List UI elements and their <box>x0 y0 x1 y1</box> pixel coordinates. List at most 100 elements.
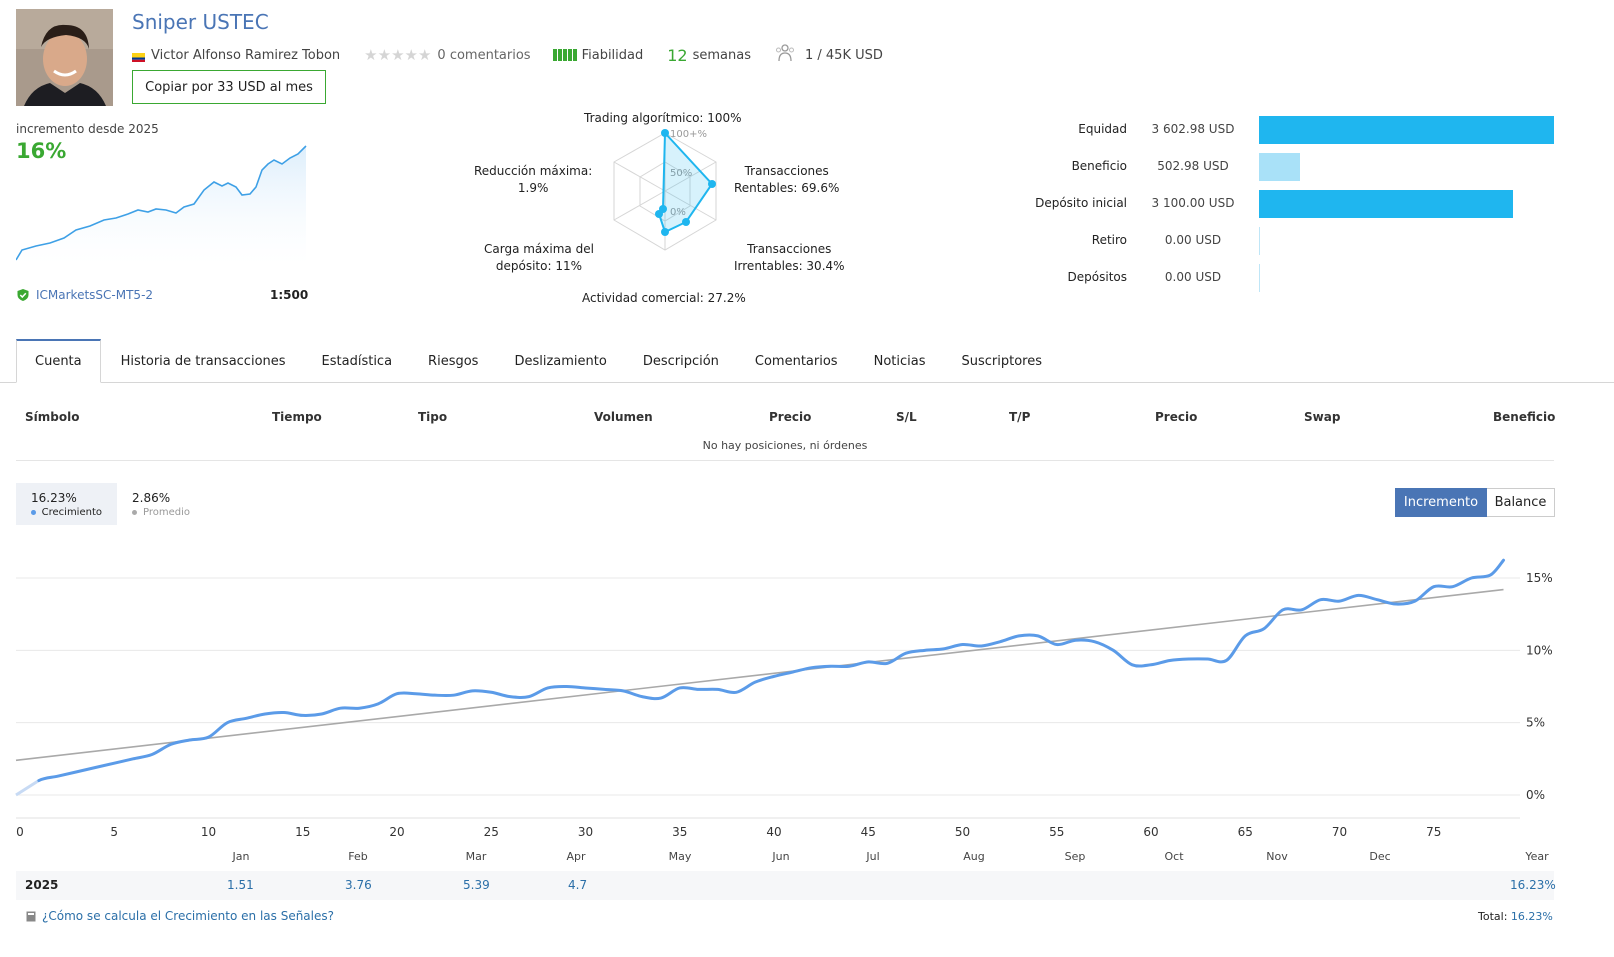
column-header-volume[interactable]: Volumen <box>594 410 653 424</box>
y-tick-label: 10% <box>1526 643 1553 657</box>
month-value-jan[interactable]: 1.51 <box>227 878 254 892</box>
radar-label-algo-trading: Trading algorítmico: 100% <box>584 111 742 125</box>
x-tick-label: 55 <box>1049 825 1064 839</box>
radar-label-max-drawdown: Reducción máxima: 1.9% <box>474 164 593 195</box>
weeks-label: semanas <box>692 47 751 63</box>
finance-label-equity: Equidad <box>1078 122 1127 136</box>
tab-news[interactable]: Noticias <box>873 353 926 369</box>
month-label: Aug <box>963 850 984 863</box>
finance-bar-initial-deposit <box>1259 190 1513 218</box>
growth-value: 16% <box>16 139 67 163</box>
radar-axis-100: 100+% <box>670 129 707 140</box>
column-header-tp[interactable]: T/P <box>1009 410 1031 424</box>
growth-dot-icon <box>31 510 36 515</box>
radar-axis-50: 50% <box>670 168 692 179</box>
month-value-mar[interactable]: 5.39 <box>463 878 490 892</box>
column-header-profit[interactable]: Beneficio <box>1493 410 1556 424</box>
finance-label-profit: Beneficio <box>1071 159 1127 173</box>
x-tick-label: 20 <box>389 825 404 839</box>
column-header-price-open[interactable]: Precio <box>769 410 812 424</box>
x-tick-label: 50 <box>955 825 970 839</box>
weeks-count: 12 <box>667 45 688 65</box>
radar-point-algo <box>661 129 669 137</box>
month-label: Jun <box>771 850 789 863</box>
column-header-sl[interactable]: S/L <box>896 410 917 424</box>
tab-account[interactable]: Cuenta <box>16 339 101 383</box>
month-value-feb[interactable]: 3.76 <box>345 878 372 892</box>
finance-label-withdrawal: Retiro <box>1091 233 1127 247</box>
toggle-growth-button[interactable]: Incremento <box>1395 488 1487 517</box>
finance-value-initial-deposit: 3 100.00 USD <box>1151 196 1235 210</box>
tab-statistics[interactable]: Estadística <box>321 353 393 369</box>
growth-line-chart: 15% 10% 5% 0% 0 5 10 15 20 25 30 35 40 45 50 55 60 65 70 75… <box>15 558 1553 863</box>
rating-stars-icon: ★★★★★ <box>364 46 432 64</box>
tab-slippage[interactable]: Deslizamiento <box>514 353 607 369</box>
radar-label-activity: Actividad comercial: 27.2% <box>582 291 746 305</box>
x-tick-label: 10 <box>201 825 216 839</box>
month-label: Apr <box>566 850 586 863</box>
series-pill-average[interactable]: 2.86% Promedio <box>117 483 207 525</box>
month-label: Feb <box>348 850 367 863</box>
column-header-time[interactable]: Tiempo <box>272 410 322 424</box>
broker-name[interactable]: ICMarketsSC-MT5-2 <box>36 288 154 302</box>
radar-point-activity <box>661 228 669 236</box>
author-avatar[interactable] <box>16 9 113 106</box>
x-tick-label: 45 <box>861 825 876 839</box>
growth-since-label: incremento desde 2025 <box>16 122 159 136</box>
tab-subscribers[interactable]: Suscriptores <box>961 353 1042 369</box>
average-line <box>15 588 1504 762</box>
chart-mode-toggle: Incremento Balance <box>1395 488 1555 517</box>
no-positions-message: No hay posiciones, ni órdenes <box>702 439 868 452</box>
finance-value-profit: 502.98 USD <box>1157 159 1229 173</box>
growth-calc-link[interactable]: ¿Cómo se calcula el Crecimiento en las S… <box>26 909 334 923</box>
month-label: May <box>669 850 692 863</box>
broker-server[interactable]: ICMarketsSC-MT5-2 <box>16 288 153 302</box>
growth-line <box>37 558 1505 783</box>
comments-count[interactable]: 0 comentarios <box>437 47 531 63</box>
x-tick-label: 0 <box>16 825 24 839</box>
leverage-value: 1:500 <box>270 288 309 302</box>
column-header-type[interactable]: Tipo <box>418 410 448 424</box>
x-tick-label: 60 <box>1143 825 1158 839</box>
x-tick-label: 75 <box>1426 825 1441 839</box>
tab-comments[interactable]: Comentarios <box>754 353 838 369</box>
month-value-apr[interactable]: 4.7 <box>568 878 588 892</box>
subscribers-icon <box>775 44 795 66</box>
series-growth-value: 16.23% <box>31 491 77 505</box>
author-name[interactable]: Victor Alfonso Ramirez Tobon <box>151 47 341 63</box>
series-average-value: 2.86% <box>132 491 171 505</box>
column-header-price-current[interactable]: Precio <box>1155 410 1198 424</box>
finance-bar-profit <box>1259 153 1300 181</box>
signal-meta-row: Victor Alfonso Ramirez Tobon ★★★★★ 0 com… <box>132 44 883 66</box>
verified-shield-icon <box>17 289 29 301</box>
signal-title[interactable]: Sniper USTEC <box>132 10 269 34</box>
x-tick-label: 40 <box>766 825 781 839</box>
mini-growth-area <box>16 146 306 266</box>
copy-subscribe-button[interactable]: Copiar por 33 USD al mes <box>132 70 326 104</box>
tab-description[interactable]: Descripción <box>642 353 719 369</box>
finance-bar-equity <box>1259 116 1554 144</box>
finance-value-withdrawal: 0.00 USD <box>1164 233 1222 247</box>
tab-risks[interactable]: Riesgos <box>428 353 479 369</box>
series-growth-label: Crecimiento <box>41 507 102 518</box>
tab-trade-history[interactable]: Historia de transacciones <box>120 353 286 369</box>
finance-value-deposits: 0.00 USD <box>1164 270 1222 284</box>
column-header-symbol[interactable]: Símbolo <box>25 410 80 424</box>
tabs-divider <box>0 382 1614 383</box>
series-average-label: Promedio <box>143 507 191 518</box>
year-label: 2025 <box>25 878 59 892</box>
series-pill-growth[interactable]: 16.23% Crecimiento <box>16 483 117 525</box>
finance-bar-withdrawal <box>1259 227 1260 255</box>
radar-axis-0: 0% <box>670 207 686 218</box>
mini-growth-line <box>16 145 307 261</box>
x-tick-label: 35 <box>672 825 687 839</box>
month-label: Year <box>1524 850 1549 863</box>
radar-label-loss-trades: Transacciones Irrentables: 30.4% <box>734 242 845 273</box>
toggle-balance-button[interactable]: Balance <box>1487 488 1555 517</box>
footer-total: Total: 16.23% <box>1478 910 1553 923</box>
column-header-swap[interactable]: Swap <box>1304 410 1341 424</box>
x-tick-label: 70 <box>1332 825 1347 839</box>
month-label: Jan <box>232 850 250 863</box>
x-tick-label: 5 <box>110 825 118 839</box>
reliability-label: Fiabilidad <box>581 47 644 63</box>
